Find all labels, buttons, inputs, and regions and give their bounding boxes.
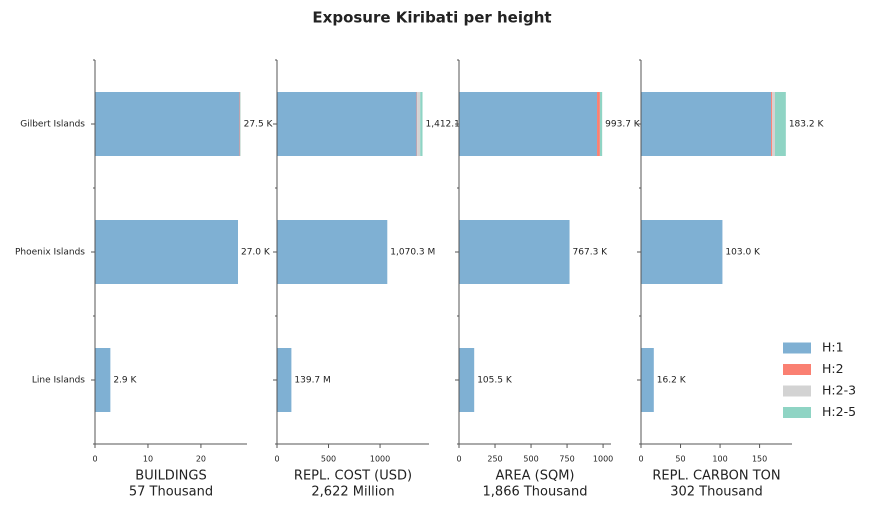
legend-label: H:2-5 [822,404,856,419]
x-tick-label: 50 [675,455,685,464]
bar [95,348,111,412]
bar [597,92,600,156]
x-tick-label: 1000 [370,455,390,464]
x-tick-label: 10 [143,455,153,464]
chart-title: Exposure Kiribati per height [312,9,551,27]
legend-swatch [783,407,811,418]
value-label: 767.3 K [573,248,609,258]
bar [417,92,421,156]
bar [775,92,786,156]
value-label: 183.2 K [789,120,825,130]
x-tick-label: 0 [274,455,279,464]
bar [95,92,240,156]
bar [277,220,388,284]
bar [641,348,654,412]
x-axis-sublabel: 2,622 Million [311,485,394,500]
bar [599,92,603,156]
x-tick-label: 250 [487,455,502,464]
value-label: 993.7 K [605,120,641,130]
value-label: 105.5 K [477,376,513,386]
x-tick-label: 0 [456,455,461,464]
x-tick-label: 0 [92,455,97,464]
value-label: 27.5 K [244,120,274,130]
value-label: 139.7 M [294,376,330,386]
bar [459,348,475,412]
legend-swatch [783,385,811,397]
value-label: 2.9 K [113,376,137,386]
legend-label: H:2 [822,361,844,376]
x-axis-sublabel: 1,866 Thousand [483,485,588,500]
legend-swatch [783,342,811,354]
value-label: 103.0 K [725,248,761,258]
x-axis-label: REPL. COST (USD) [294,469,412,484]
value-label: 1,070.3 M [390,248,435,258]
legend-label: H:1 [822,340,844,355]
y-tick-label: Gilbert Islands [20,120,85,130]
x-axis-label: REPL. CARBON TON [652,469,780,484]
bar [416,92,418,156]
bar [277,348,292,412]
bar [239,92,241,156]
bar [641,220,723,284]
bar [459,92,598,156]
bar [420,92,423,156]
legend-swatch [783,364,811,375]
bar [459,220,570,284]
value-label: 1,412.1 [426,120,460,130]
x-tick-label: 100 [712,455,727,464]
value-label: 27.0 K [241,248,271,258]
bar [95,220,238,284]
x-axis-label: BUILDINGS [135,469,206,484]
x-tick-label: 20 [196,455,206,464]
x-tick-label: 1000 [593,455,613,464]
y-tick-label: Line Islands [32,376,85,386]
bar [772,92,776,156]
x-axis-label: AREA (SQM) [495,469,574,484]
x-tick-label: 500 [523,455,538,464]
x-axis-sublabel: 57 Thousand [129,485,213,500]
legend-label: H:2-3 [822,383,856,398]
y-tick-label: Phoenix Islands [15,248,85,258]
x-tick-label: 150 [752,455,767,464]
x-axis-sublabel: 302 Thousand [670,485,763,500]
value-label: 16.2 K [657,376,687,386]
x-tick-label: 500 [321,455,336,464]
bar [641,92,772,156]
bar [771,92,773,156]
bar [277,92,417,156]
x-tick-label: 0 [638,455,643,464]
x-tick-label: 750 [559,455,574,464]
